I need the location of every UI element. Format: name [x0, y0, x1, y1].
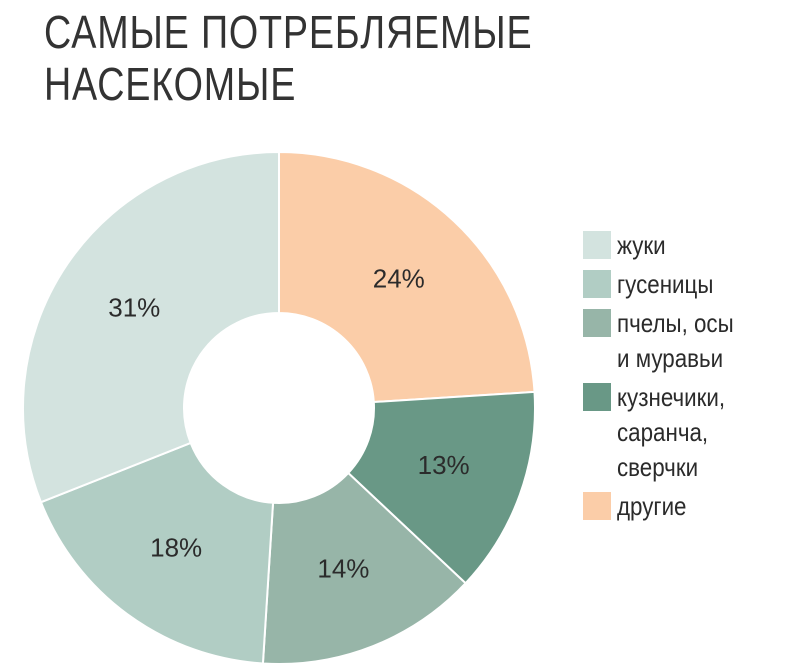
slice-label-0: 24% — [373, 263, 425, 293]
slice-label-4: 31% — [108, 293, 160, 323]
chart-title-line-1: САМЫЕ ПОТРЕБЛЯЕМЫЕ — [44, 6, 533, 58]
legend-item-bees-wasps-ants: пчелы, осы и муравьи — [583, 306, 783, 376]
slice-label-2: 14% — [317, 554, 369, 584]
slice-3 — [39, 441, 275, 665]
legend-item-other: другие — [583, 489, 783, 524]
legend-label-caterpillars: гусеницы — [617, 269, 714, 299]
slice-label-1: 13% — [418, 450, 470, 480]
legend-label-grasshoppers: кузнечики, саранча, сверчки — [617, 382, 726, 482]
slice-4 — [22, 150, 280, 504]
slice-label-3: 18% — [150, 532, 202, 562]
legend-swatch-caterpillars — [583, 270, 611, 298]
legend-item-grasshoppers: кузнечики, саранча, сверчки — [583, 380, 783, 485]
legend-swatch-beetles — [583, 231, 611, 259]
chart-title-line-2: НАСЕКОМЫЕ — [44, 58, 297, 110]
legend-swatch-grasshoppers — [583, 383, 611, 411]
legend-label-bees-wasps-ants: пчелы, осы и муравьи — [617, 308, 734, 373]
legend-swatch-other — [583, 492, 611, 520]
slice-0 — [278, 150, 536, 404]
legend: жуки гусеницы пчелы, осы и муравьи кузне… — [583, 228, 783, 528]
legend-item-caterpillars: гусеницы — [583, 267, 783, 302]
chart-title: САМЫЕ ПОТРЕБЛЯЕМЫЕ НАСЕКОМЫЕ — [44, 6, 532, 110]
legend-label-other: другие — [617, 491, 687, 521]
slice-2 — [261, 471, 468, 665]
legend-item-beetles: жуки — [583, 228, 783, 263]
legend-label-beetles: жуки — [617, 230, 666, 260]
slice-1 — [346, 390, 536, 585]
legend-swatch-bees-wasps-ants — [583, 309, 611, 337]
